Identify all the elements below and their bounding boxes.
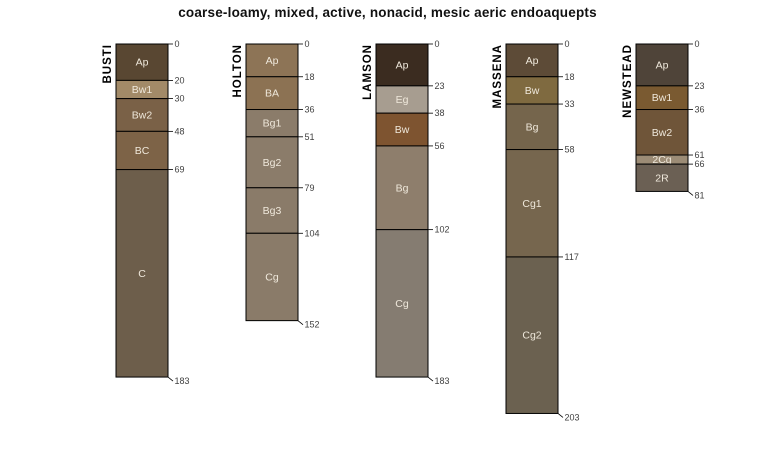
horizon-label: 2R bbox=[655, 172, 669, 184]
profile-id-label: LAMSON bbox=[362, 44, 374, 100]
horizon-label: Bg2 bbox=[263, 157, 282, 169]
depth-label: 23 bbox=[695, 81, 705, 91]
depth-tick-bottom bbox=[427, 376, 434, 382]
horizon-2r bbox=[635, 163, 689, 192]
horizon-ap bbox=[635, 43, 689, 87]
depth-label: 23 bbox=[435, 81, 445, 91]
depth-label: 104 bbox=[305, 228, 320, 238]
horizon-bc bbox=[115, 130, 169, 171]
horizon-c bbox=[115, 169, 169, 378]
horizon-ap bbox=[115, 43, 169, 81]
horizon-label: 2Cg bbox=[652, 154, 671, 166]
depth-label-bottom: 152 bbox=[305, 320, 320, 330]
depth-label: 20 bbox=[175, 75, 185, 85]
depth-label: 61 bbox=[695, 150, 705, 160]
depth-label: 102 bbox=[435, 225, 450, 235]
depth-label-bottom: 183 bbox=[175, 376, 190, 386]
depth-label: 51 bbox=[305, 132, 315, 142]
horizon-label: Bg3 bbox=[263, 205, 282, 217]
depth-label-bottom: 203 bbox=[565, 412, 580, 422]
horizon-bg bbox=[375, 145, 429, 231]
horizon-label: Bw bbox=[525, 85, 540, 97]
figure-title: coarse-loamy, mixed, active, nonacid, me… bbox=[178, 5, 597, 20]
depth-label: 56 bbox=[435, 141, 445, 151]
profile-id-label: HOLTON bbox=[232, 44, 244, 98]
horizon-bw bbox=[505, 76, 559, 105]
depth-label: 0 bbox=[175, 39, 180, 49]
horizon-bw2 bbox=[115, 98, 169, 132]
horizon-label: Cg2 bbox=[522, 330, 541, 342]
horizon-label: BC bbox=[135, 145, 150, 157]
depth-label: 66 bbox=[695, 159, 705, 169]
horizon-label: Ap bbox=[396, 59, 409, 71]
horizon-label: Bw bbox=[395, 124, 410, 136]
profile-id-label: NEWSTEAD bbox=[622, 44, 634, 118]
depth-label: 0 bbox=[695, 39, 700, 49]
depth-tick-bottom bbox=[557, 413, 564, 418]
horizon-label: Bw2 bbox=[652, 127, 673, 139]
horizon-cg bbox=[375, 229, 429, 378]
horizon-bw2 bbox=[635, 109, 689, 156]
depth-label: 30 bbox=[175, 94, 185, 104]
horizon-label: Bw1 bbox=[132, 84, 153, 96]
depth-label: 18 bbox=[305, 72, 315, 82]
depth-label: 38 bbox=[435, 108, 445, 118]
depth-label: 117 bbox=[565, 252, 579, 262]
horizon-label: Ap bbox=[526, 55, 539, 67]
horizon-ap bbox=[505, 43, 559, 78]
depth-tick-bottom bbox=[167, 376, 174, 382]
depth-label: 0 bbox=[305, 39, 310, 49]
horizon-bg2 bbox=[245, 136, 299, 189]
horizon-eg bbox=[375, 85, 429, 114]
horizon-ap bbox=[245, 43, 299, 78]
horizon-label: Bg1 bbox=[263, 118, 282, 130]
profile-id-label: BUSTI bbox=[102, 44, 114, 84]
horizon-ap bbox=[375, 43, 429, 87]
horizon-label: C bbox=[138, 268, 146, 280]
horizon-label: Ap bbox=[266, 55, 279, 67]
horizon-label: Bw2 bbox=[132, 109, 153, 121]
horizon-label: Bg bbox=[396, 182, 409, 194]
depth-tick-bottom bbox=[297, 320, 304, 325]
depth-label: 0 bbox=[435, 39, 440, 49]
depth-label: 48 bbox=[175, 126, 185, 136]
depth-label-bottom: 81 bbox=[695, 190, 705, 200]
depth-label: 69 bbox=[175, 165, 185, 175]
horizon-label: Eg bbox=[396, 94, 409, 106]
depth-label-bottom: 183 bbox=[435, 376, 450, 386]
profile-newstead: NEWSTEAD Ap 0 Bw1 23 Bw2 36 2Cg 61 2R 66 81 bbox=[622, 39, 705, 200]
depth-label: 79 bbox=[305, 183, 315, 193]
depth-label: 58 bbox=[565, 145, 575, 155]
horizon-label: Ap bbox=[656, 59, 669, 71]
horizon-cg bbox=[245, 232, 299, 322]
depth-label: 33 bbox=[565, 99, 575, 109]
horizon-label: BA bbox=[265, 88, 279, 100]
horizon-label: Cg1 bbox=[522, 198, 541, 210]
profile-lamson: LAMSON Ap 0 Eg 23 Bw 38 Bg 56 Cg 102 183 bbox=[362, 39, 450, 386]
profile-massena: MASSENA Ap 0 Bw 18 Bg 33 Cg1 58 Cg2 117 203 bbox=[492, 39, 580, 422]
horizon-label: Ap bbox=[136, 57, 149, 69]
horizon-label: Cg bbox=[395, 298, 409, 310]
horizon-label: Cg bbox=[265, 271, 279, 283]
horizon-bw bbox=[375, 112, 429, 147]
profile-id-label: MASSENA bbox=[492, 44, 504, 109]
horizon-label: Bg bbox=[526, 121, 539, 133]
horizon-cg1 bbox=[505, 149, 559, 258]
depth-label: 36 bbox=[305, 105, 315, 115]
horizon-label: Bw1 bbox=[652, 92, 673, 104]
depth-label: 18 bbox=[565, 72, 575, 82]
depth-label: 0 bbox=[565, 39, 570, 49]
profile-busti: BUSTI Ap 0 Bw1 20 Bw2 30 BC 48 C 69 183 bbox=[102, 39, 190, 386]
horizon-cg2 bbox=[505, 256, 559, 414]
depth-label: 36 bbox=[695, 105, 705, 115]
depth-tick-bottom bbox=[687, 191, 694, 196]
profile-holton: HOLTON Ap 0 BA 18 Bg1 36 Bg2 51 Bg3 79 Cg 104 152 bbox=[232, 39, 320, 330]
horizon-bg1 bbox=[245, 109, 299, 138]
horizon-bg3 bbox=[245, 187, 299, 234]
